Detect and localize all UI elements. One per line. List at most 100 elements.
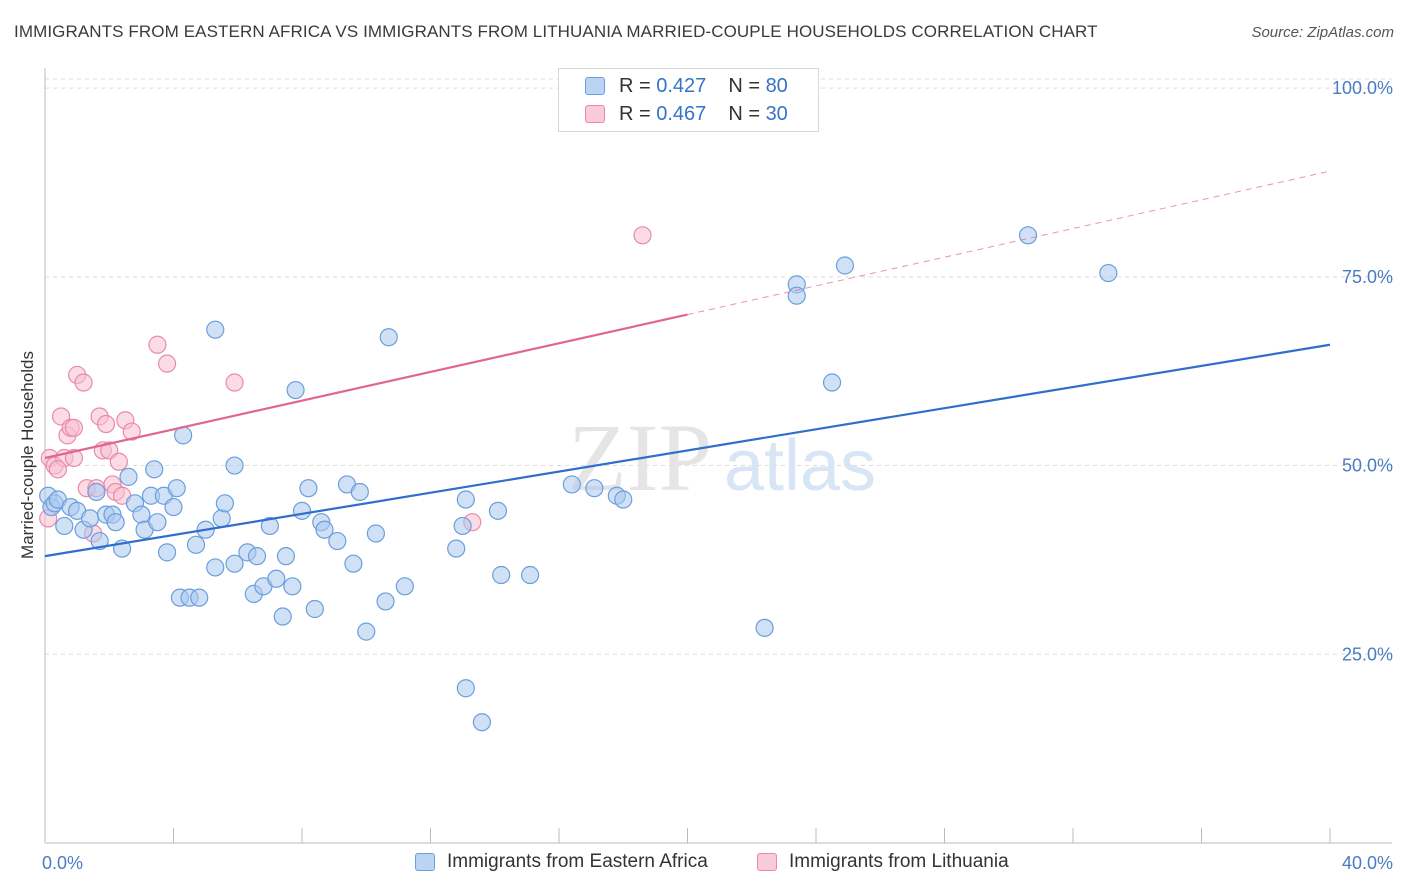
data-point-eastern-africa bbox=[315, 520, 334, 539]
data-point-eastern-africa bbox=[292, 501, 312, 520]
x-tick-label-min: 0.0% bbox=[42, 853, 83, 873]
data-point-eastern-africa bbox=[225, 554, 244, 573]
legend-n-value: 30 bbox=[765, 102, 788, 125]
legend-row-eastern-africa: R = 0.427 N = 80 bbox=[585, 73, 788, 99]
data-point-eastern-africa bbox=[132, 505, 151, 524]
data-point-eastern-africa bbox=[55, 516, 74, 536]
legend-r-value: 0.427 bbox=[656, 74, 707, 97]
data-point-lithuania bbox=[64, 418, 84, 437]
data-point-lithuania bbox=[48, 460, 67, 479]
grid-lines bbox=[45, 78, 1392, 655]
legend-r-value: 0.467 bbox=[656, 102, 707, 125]
y-tick-label: 75.0% bbox=[1342, 267, 1393, 287]
data-point-eastern-africa bbox=[206, 320, 225, 339]
data-point-eastern-africa bbox=[286, 380, 305, 400]
data-point-eastern-africa bbox=[447, 539, 466, 558]
data-point-eastern-africa bbox=[186, 535, 206, 554]
data-point-lithuania bbox=[225, 373, 244, 392]
legend-r-label: R = bbox=[619, 102, 651, 125]
data-point-eastern-africa bbox=[379, 328, 398, 347]
data-point-eastern-africa bbox=[1099, 263, 1118, 283]
y-tick-label: 25.0% bbox=[1342, 644, 1393, 664]
data-point-eastern-africa bbox=[344, 554, 363, 573]
data-point-eastern-africa bbox=[305, 599, 324, 619]
x-tick-label-max: 40.0% bbox=[1342, 853, 1393, 873]
data-point-lithuania bbox=[122, 422, 141, 441]
data-point-lithuania bbox=[157, 354, 177, 373]
data-point-eastern-africa bbox=[492, 565, 511, 585]
bottom-legend-label: Immigrants from Lithuania bbox=[789, 851, 1009, 872]
data-point-eastern-africa bbox=[283, 577, 302, 596]
data-point-eastern-africa bbox=[119, 467, 138, 486]
bottom-legend-label: Immigrants from Eastern Africa bbox=[447, 851, 708, 872]
data-point-eastern-africa bbox=[357, 622, 376, 641]
tick-labels: 25.0% 50.0% 75.0% 100.0% 0.0% 40.0% bbox=[42, 78, 1393, 873]
watermark-atlas: atlas bbox=[724, 426, 876, 506]
series-eastern-africa-points bbox=[39, 226, 1118, 732]
data-point-eastern-africa bbox=[350, 482, 369, 502]
data-point-eastern-africa bbox=[328, 531, 347, 551]
legend: R = 0.427 N = 80 R = 0.467 N = 30 bbox=[558, 68, 819, 132]
data-point-eastern-africa bbox=[755, 618, 774, 637]
legend-row-lithuania: R = 0.467 N = 30 bbox=[585, 101, 788, 127]
data-point-eastern-africa bbox=[395, 577, 414, 596]
data-point-lithuania bbox=[64, 448, 84, 468]
data-point-eastern-africa bbox=[267, 569, 286, 588]
data-point-eastern-africa bbox=[157, 543, 177, 562]
data-point-eastern-africa bbox=[212, 509, 231, 528]
legend-swatch-blue bbox=[585, 77, 605, 95]
data-point-eastern-africa bbox=[1018, 226, 1038, 245]
data-point-eastern-africa bbox=[167, 479, 186, 498]
bottom-legend-eastern-africa: Immigrants from Eastern Africa bbox=[415, 851, 708, 873]
data-point-eastern-africa bbox=[225, 456, 244, 475]
y-axis-label: Married-couple Households bbox=[18, 351, 37, 559]
data-point-eastern-africa bbox=[260, 516, 279, 536]
data-point-eastern-africa bbox=[190, 588, 209, 607]
trend-lines bbox=[44, 170, 1331, 558]
data-point-eastern-africa bbox=[822, 373, 842, 392]
data-point-eastern-africa bbox=[247, 547, 267, 566]
data-point-lithuania bbox=[633, 226, 652, 245]
legend-swatch-pink bbox=[585, 105, 605, 123]
data-point-eastern-africa bbox=[145, 460, 164, 479]
data-point-lithuania bbox=[148, 335, 167, 354]
data-point-eastern-africa bbox=[273, 607, 292, 626]
axes bbox=[44, 68, 1392, 844]
data-point-lithuania bbox=[96, 414, 116, 434]
bottom-legend-lithuania: Immigrants from Lithuania bbox=[757, 851, 1009, 873]
data-point-eastern-africa bbox=[835, 256, 855, 275]
data-point-eastern-africa bbox=[472, 713, 491, 732]
data-point-eastern-africa bbox=[80, 509, 100, 528]
data-point-lithuania bbox=[109, 452, 128, 471]
data-point-eastern-africa bbox=[90, 531, 109, 551]
data-point-eastern-africa bbox=[376, 592, 395, 611]
series-lithuania-points bbox=[39, 226, 652, 543]
data-point-eastern-africa bbox=[87, 482, 106, 502]
y-tick-label: 100.0% bbox=[1332, 78, 1393, 98]
legend-n-label: N = bbox=[728, 74, 760, 97]
data-point-eastern-africa bbox=[215, 494, 234, 513]
data-point-eastern-africa bbox=[148, 513, 167, 532]
data-point-eastern-africa bbox=[456, 679, 475, 698]
data-point-eastern-africa bbox=[366, 524, 385, 543]
data-point-eastern-africa bbox=[520, 565, 540, 585]
y-tick-label: 50.0% bbox=[1342, 456, 1393, 476]
bottom-legend-swatch-blue bbox=[415, 853, 435, 871]
data-point-eastern-africa bbox=[206, 558, 225, 577]
chart-title: IMMIGRANTS FROM EASTERN AFRICA VS IMMIGR… bbox=[14, 22, 1098, 41]
legend-n-label: N = bbox=[728, 102, 760, 125]
trend-line-lithuania-extension bbox=[687, 170, 1331, 316]
data-point-eastern-africa bbox=[299, 479, 318, 498]
data-point-eastern-africa bbox=[164, 497, 183, 517]
data-point-lithuania bbox=[74, 373, 93, 392]
data-point-eastern-africa bbox=[787, 286, 806, 305]
legend-n-value: 80 bbox=[765, 74, 788, 97]
data-point-eastern-africa bbox=[456, 490, 475, 509]
legend-r-label: R = bbox=[619, 74, 651, 97]
data-point-eastern-africa bbox=[453, 516, 472, 536]
data-point-eastern-africa bbox=[106, 513, 125, 532]
source-label: Source: ZipAtlas.com bbox=[1251, 24, 1394, 41]
data-point-eastern-africa bbox=[585, 479, 604, 498]
bottom-legend-swatch-pink bbox=[757, 853, 777, 871]
